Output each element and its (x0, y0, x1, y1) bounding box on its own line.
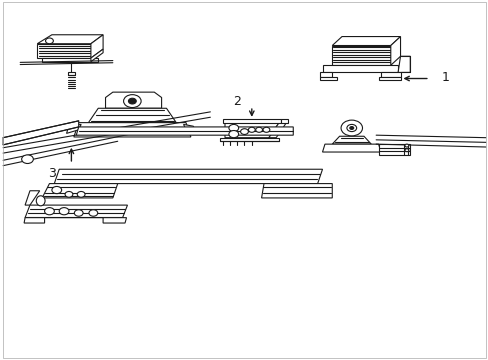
Polygon shape (91, 35, 103, 58)
Polygon shape (397, 56, 409, 72)
Polygon shape (105, 92, 161, 108)
Circle shape (45, 38, 53, 44)
Polygon shape (390, 37, 400, 65)
Polygon shape (281, 119, 288, 123)
Polygon shape (66, 125, 81, 134)
Polygon shape (25, 205, 127, 218)
Circle shape (77, 192, 85, 197)
Polygon shape (103, 218, 126, 223)
Polygon shape (42, 58, 98, 62)
Text: 2: 2 (233, 95, 241, 108)
Polygon shape (42, 184, 118, 198)
Polygon shape (91, 49, 103, 62)
Polygon shape (261, 184, 331, 198)
Circle shape (340, 120, 362, 136)
Polygon shape (76, 127, 293, 135)
Circle shape (255, 127, 262, 132)
Polygon shape (378, 144, 409, 155)
Polygon shape (74, 130, 190, 137)
Text: 3: 3 (48, 167, 56, 180)
Circle shape (89, 210, 98, 216)
Polygon shape (378, 77, 400, 80)
Circle shape (123, 95, 141, 108)
Circle shape (263, 127, 269, 132)
Text: 1: 1 (441, 71, 449, 84)
Polygon shape (322, 144, 380, 152)
Polygon shape (24, 218, 44, 223)
Circle shape (21, 155, 33, 163)
Polygon shape (76, 123, 188, 130)
Circle shape (59, 208, 69, 215)
Polygon shape (3, 121, 79, 145)
Circle shape (128, 98, 136, 104)
Polygon shape (25, 191, 40, 205)
Circle shape (404, 149, 408, 152)
Circle shape (404, 144, 408, 147)
Ellipse shape (36, 196, 45, 206)
Polygon shape (54, 169, 322, 184)
Polygon shape (320, 72, 331, 77)
Polygon shape (224, 123, 278, 138)
Polygon shape (220, 138, 278, 141)
Circle shape (240, 129, 248, 134)
Polygon shape (320, 77, 336, 80)
Polygon shape (88, 108, 176, 123)
Circle shape (346, 125, 356, 132)
Polygon shape (183, 125, 195, 132)
Circle shape (52, 186, 61, 194)
Circle shape (248, 127, 255, 132)
Circle shape (228, 131, 238, 138)
Circle shape (44, 208, 54, 215)
Polygon shape (68, 72, 75, 75)
Circle shape (228, 125, 238, 132)
Polygon shape (37, 44, 91, 58)
Polygon shape (268, 123, 285, 138)
Circle shape (74, 210, 83, 216)
Polygon shape (331, 37, 400, 45)
Polygon shape (380, 72, 400, 77)
Circle shape (349, 127, 353, 130)
Polygon shape (322, 65, 397, 72)
Polygon shape (331, 136, 370, 144)
Polygon shape (331, 45, 390, 65)
Polygon shape (37, 35, 103, 44)
Polygon shape (222, 119, 281, 123)
Circle shape (65, 192, 73, 197)
